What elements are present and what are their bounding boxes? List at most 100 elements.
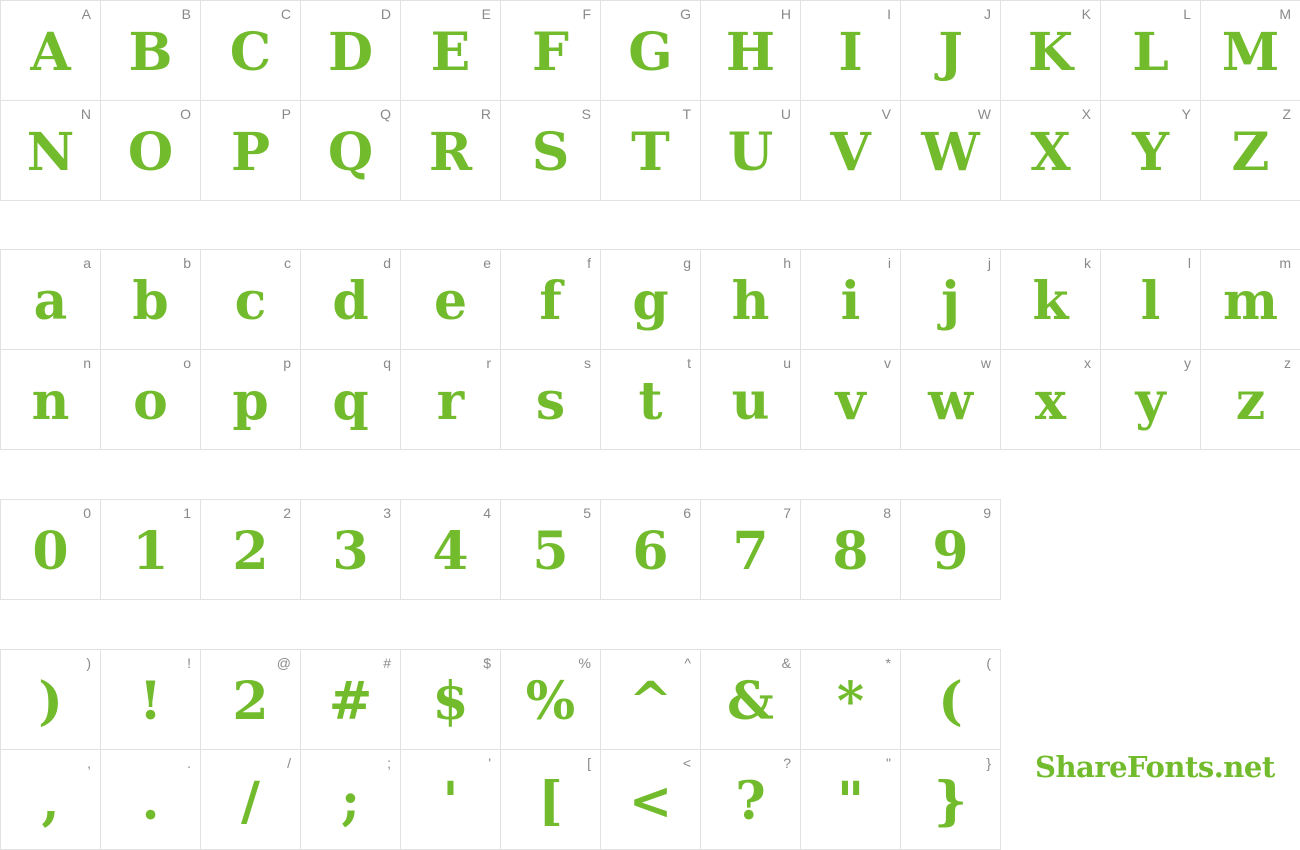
glyph-label: }: [986, 755, 991, 771]
glyph-sample: c: [234, 271, 267, 332]
glyph-label: [: [587, 755, 591, 771]
glyph-label: V: [881, 106, 891, 122]
glyph-sample: s: [535, 371, 566, 432]
glyph-label: @: [276, 655, 291, 671]
glyph-label: 9: [983, 505, 991, 521]
glyph-label: Q: [380, 106, 391, 122]
glyph-label: ^: [684, 655, 691, 671]
glyph-sample: B: [128, 22, 173, 83]
glyph-label: T: [682, 106, 691, 122]
symbol-glyph-cell: @2: [200, 649, 301, 750]
glyph-sample: T: [631, 122, 670, 183]
glyph-sample: Z: [1231, 122, 1270, 183]
symbol-glyph-cell: & &: [700, 649, 801, 750]
symbol-glyph-cell: # #: [300, 649, 401, 750]
glyph-sample: 5: [532, 521, 569, 582]
glyph-sample: 9: [932, 521, 969, 582]
glyph-label: ?: [783, 755, 791, 771]
glyph-sample: F: [532, 22, 569, 83]
glyph-label: L: [1183, 6, 1191, 22]
glyph-label: p: [283, 355, 291, 371]
symbol-glyph-cell: / /: [200, 749, 301, 850]
glyph-sample: #: [328, 671, 373, 732]
glyph-sample: .: [141, 771, 160, 832]
glyph-sample: k: [1032, 271, 1069, 332]
glyph-label: t: [687, 355, 691, 371]
glyph-sample: i: [840, 271, 861, 332]
glyph-label: C: [280, 6, 291, 22]
glyph-sample: o: [133, 371, 168, 432]
glyph-label: <: [682, 755, 691, 771]
symbol-glyph-cell: * *: [800, 649, 901, 750]
glyph-sample: &: [727, 671, 774, 732]
glyph-sample: p: [232, 371, 269, 432]
glyph-label: f: [587, 255, 591, 271]
glyph-label: K: [1081, 6, 1091, 22]
glyph-label: 8: [883, 505, 891, 521]
glyph-label: M: [1279, 6, 1291, 22]
glyph-sample: %: [525, 671, 576, 732]
symbol-glyph-cell: ..: [100, 749, 201, 850]
glyph-sample: C: [229, 22, 272, 83]
glyph-label: c: [284, 255, 291, 271]
glyph-sample: O: [127, 122, 174, 183]
glyph-sample: e: [433, 271, 468, 332]
glyph-label: 0: [83, 505, 91, 521]
symbol-glyph-cell: ^ ^: [600, 649, 701, 750]
glyph-label: $: [483, 655, 491, 671]
glyph-sample: 7: [732, 521, 769, 582]
glyph-label: F: [582, 6, 591, 22]
glyph-sample: D: [327, 22, 374, 83]
glyph-label: !: [187, 655, 191, 671]
glyph-sample: 8: [832, 521, 869, 582]
glyph-sample: *: [836, 671, 865, 732]
glyph-label: W: [977, 106, 991, 122]
glyph-sample: ^: [628, 671, 673, 732]
glyph-label: r: [486, 355, 491, 371]
glyph-label: (: [986, 655, 991, 671]
glyph-label: J: [984, 6, 991, 22]
glyph-sample: d: [332, 271, 369, 332]
symbols-grid: ))!! @2 # # $ $%% ^ ^ & & * *((,,.. / /;; ' '[[< <?? " "}}: [0, 649, 1001, 850]
glyph-sample: y: [1135, 371, 1166, 432]
glyph-label: Y: [1181, 106, 1191, 122]
glyph-label: z: [1284, 355, 1291, 371]
glyph-sample: v: [835, 371, 866, 432]
glyph-sample: ': [442, 771, 459, 832]
glyph-sample: 0: [32, 521, 69, 582]
symbol-glyph-cell: ;;: [300, 749, 401, 850]
glyph-sample: N: [26, 122, 75, 183]
glyph-label: d: [383, 255, 391, 271]
glyph-label: v: [884, 355, 891, 371]
glyph-label: *: [885, 655, 891, 671]
brand-logo-text[interactable]: ShareFonts.net: [1035, 750, 1275, 784]
glyph-label: j: [987, 255, 991, 271]
symbol-glyph-cell: !!: [100, 649, 201, 750]
